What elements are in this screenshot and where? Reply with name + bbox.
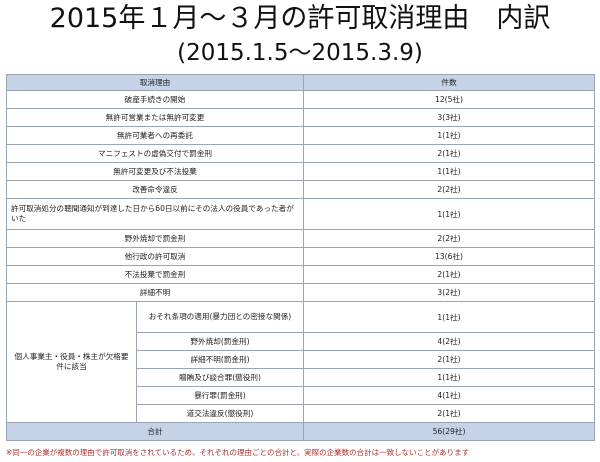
table-row: 詳細不明 3(2社) — [6, 283, 595, 302]
table-row: 無許可変更及び不法投棄 1(1社) — [6, 162, 595, 181]
sub-reason-cell: 贈賄及び談合罪(懲役刑) — [136, 368, 304, 387]
group-label-cell: 個人事業主・役員・株主が欠格要件に該当 — [6, 301, 137, 423]
reason-cell: 無許可変更及び不法投棄 — [6, 162, 304, 181]
table-row: 不法投棄で罰金刑 2(1社) — [6, 265, 595, 284]
count-cell: 4(2社) — [303, 332, 595, 351]
table-row: 暴行罪(罰金刑) 4(1社) — [7, 386, 595, 405]
table-row: 他行政の許可取消 13(6社) — [6, 247, 595, 266]
table-row: 道交法違反(懲役刑) 2(1社) — [7, 404, 595, 423]
count-cell: 1(1社) — [303, 198, 595, 230]
sub-reason-cell: 野外焼却(罰金刑) — [136, 332, 304, 351]
sub-reason-cell: おそれ条項の適用(暴力団との密接な関係) — [136, 301, 304, 333]
reason-cell: 他行政の許可取消 — [6, 247, 304, 266]
count-cell: 3(2社) — [303, 283, 595, 302]
count-cell: 1(1社) — [303, 301, 595, 333]
table-row: 改善命令違反 2(2社) — [6, 180, 595, 199]
table-row: 個人事業主・役員・株主が欠格要件に該当 おそれ条項の適用(暴力団との密接な関係)… — [6, 301, 595, 423]
total-row: 合計 56(29社) — [6, 422, 595, 441]
count-cell: 1(1社) — [303, 368, 595, 387]
reason-cell: 破産手続きの開始 — [6, 90, 304, 109]
count-cell: 13(6社) — [303, 247, 595, 266]
table-row: マニフェストの虚偽交付で罰金刑 2(1社) — [6, 144, 595, 163]
table-row: 無許可業者への再委託 1(1社) — [6, 126, 595, 145]
count-cell: 2(1社) — [303, 404, 595, 423]
count-cell: 1(1社) — [303, 126, 595, 145]
reason-cell: マニフェストの虚偽交付で罰金刑 — [6, 144, 304, 163]
header-count: 件数 — [303, 74, 595, 91]
count-cell: 2(2社) — [303, 180, 595, 199]
table-row: 許可取消処分の聴聞通知が到達した日から60日以前にその法人の役員であった者がいた… — [6, 198, 595, 230]
count-cell: 3(3社) — [303, 108, 595, 127]
count-cell: 2(1社) — [303, 144, 595, 163]
reason-cell: 不法投棄で罰金刑 — [6, 265, 304, 284]
count-cell: 2(2社) — [303, 229, 595, 248]
table-row: 破産手続きの開始 12(5社) — [6, 90, 595, 109]
sub-reason-cell: 詳細不明(罰金刑) — [136, 350, 304, 369]
table-row: 野外焼却で罰金刑 2(2社) — [6, 229, 595, 248]
count-cell: 4(1社) — [303, 386, 595, 405]
table-row: 詳細不明(罰金刑) 2(1社) — [7, 350, 595, 369]
reason-cell: 詳細不明 — [6, 283, 304, 302]
count-cell: 2(1社) — [303, 265, 595, 284]
footnote: ※同一の企業が複数の理由で許可取消をされているため、それぞれの理由ごとの合計と、… — [6, 448, 470, 457]
count-cell: 2(1社) — [303, 350, 595, 369]
count-cell: 12(5社) — [303, 90, 595, 109]
reason-cell: 許可取消処分の聴聞通知が到達した日から60日以前にその法人の役員であった者がいた — [6, 198, 304, 230]
revocation-reasons-table: 取消理由 件数 破産手続きの開始 12(5社) 無許可営業または無許可変更 3(… — [6, 74, 595, 441]
count-cell: 1(1社) — [303, 162, 595, 181]
header-reason: 取消理由 — [6, 74, 304, 91]
period-subtitle: (2015.1.5～2015.3.9) — [177, 40, 423, 66]
total-label: 合計 — [6, 422, 304, 441]
reason-cell: 野外焼却で罰金刑 — [6, 229, 304, 248]
sub-reason-cell: 道交法違反(懲役刑) — [136, 404, 304, 423]
table-header-row: 取消理由 件数 — [6, 74, 595, 91]
page-title: 2015年１月～３月の許可取消理由 内訳 — [49, 3, 551, 34]
reason-cell: 改善命令違反 — [6, 180, 304, 199]
table-row: 無許可営業または無許可変更 3(3社) — [6, 108, 595, 127]
table-row: 野外焼却(罰金刑) 4(2社) — [7, 332, 595, 351]
reason-cell: 無許可業者への再委託 — [6, 126, 304, 145]
sub-reason-cell: 暴行罪(罰金刑) — [136, 386, 304, 405]
reason-cell: 無許可営業または無許可変更 — [6, 108, 304, 127]
total-count: 56(29社) — [303, 422, 595, 441]
